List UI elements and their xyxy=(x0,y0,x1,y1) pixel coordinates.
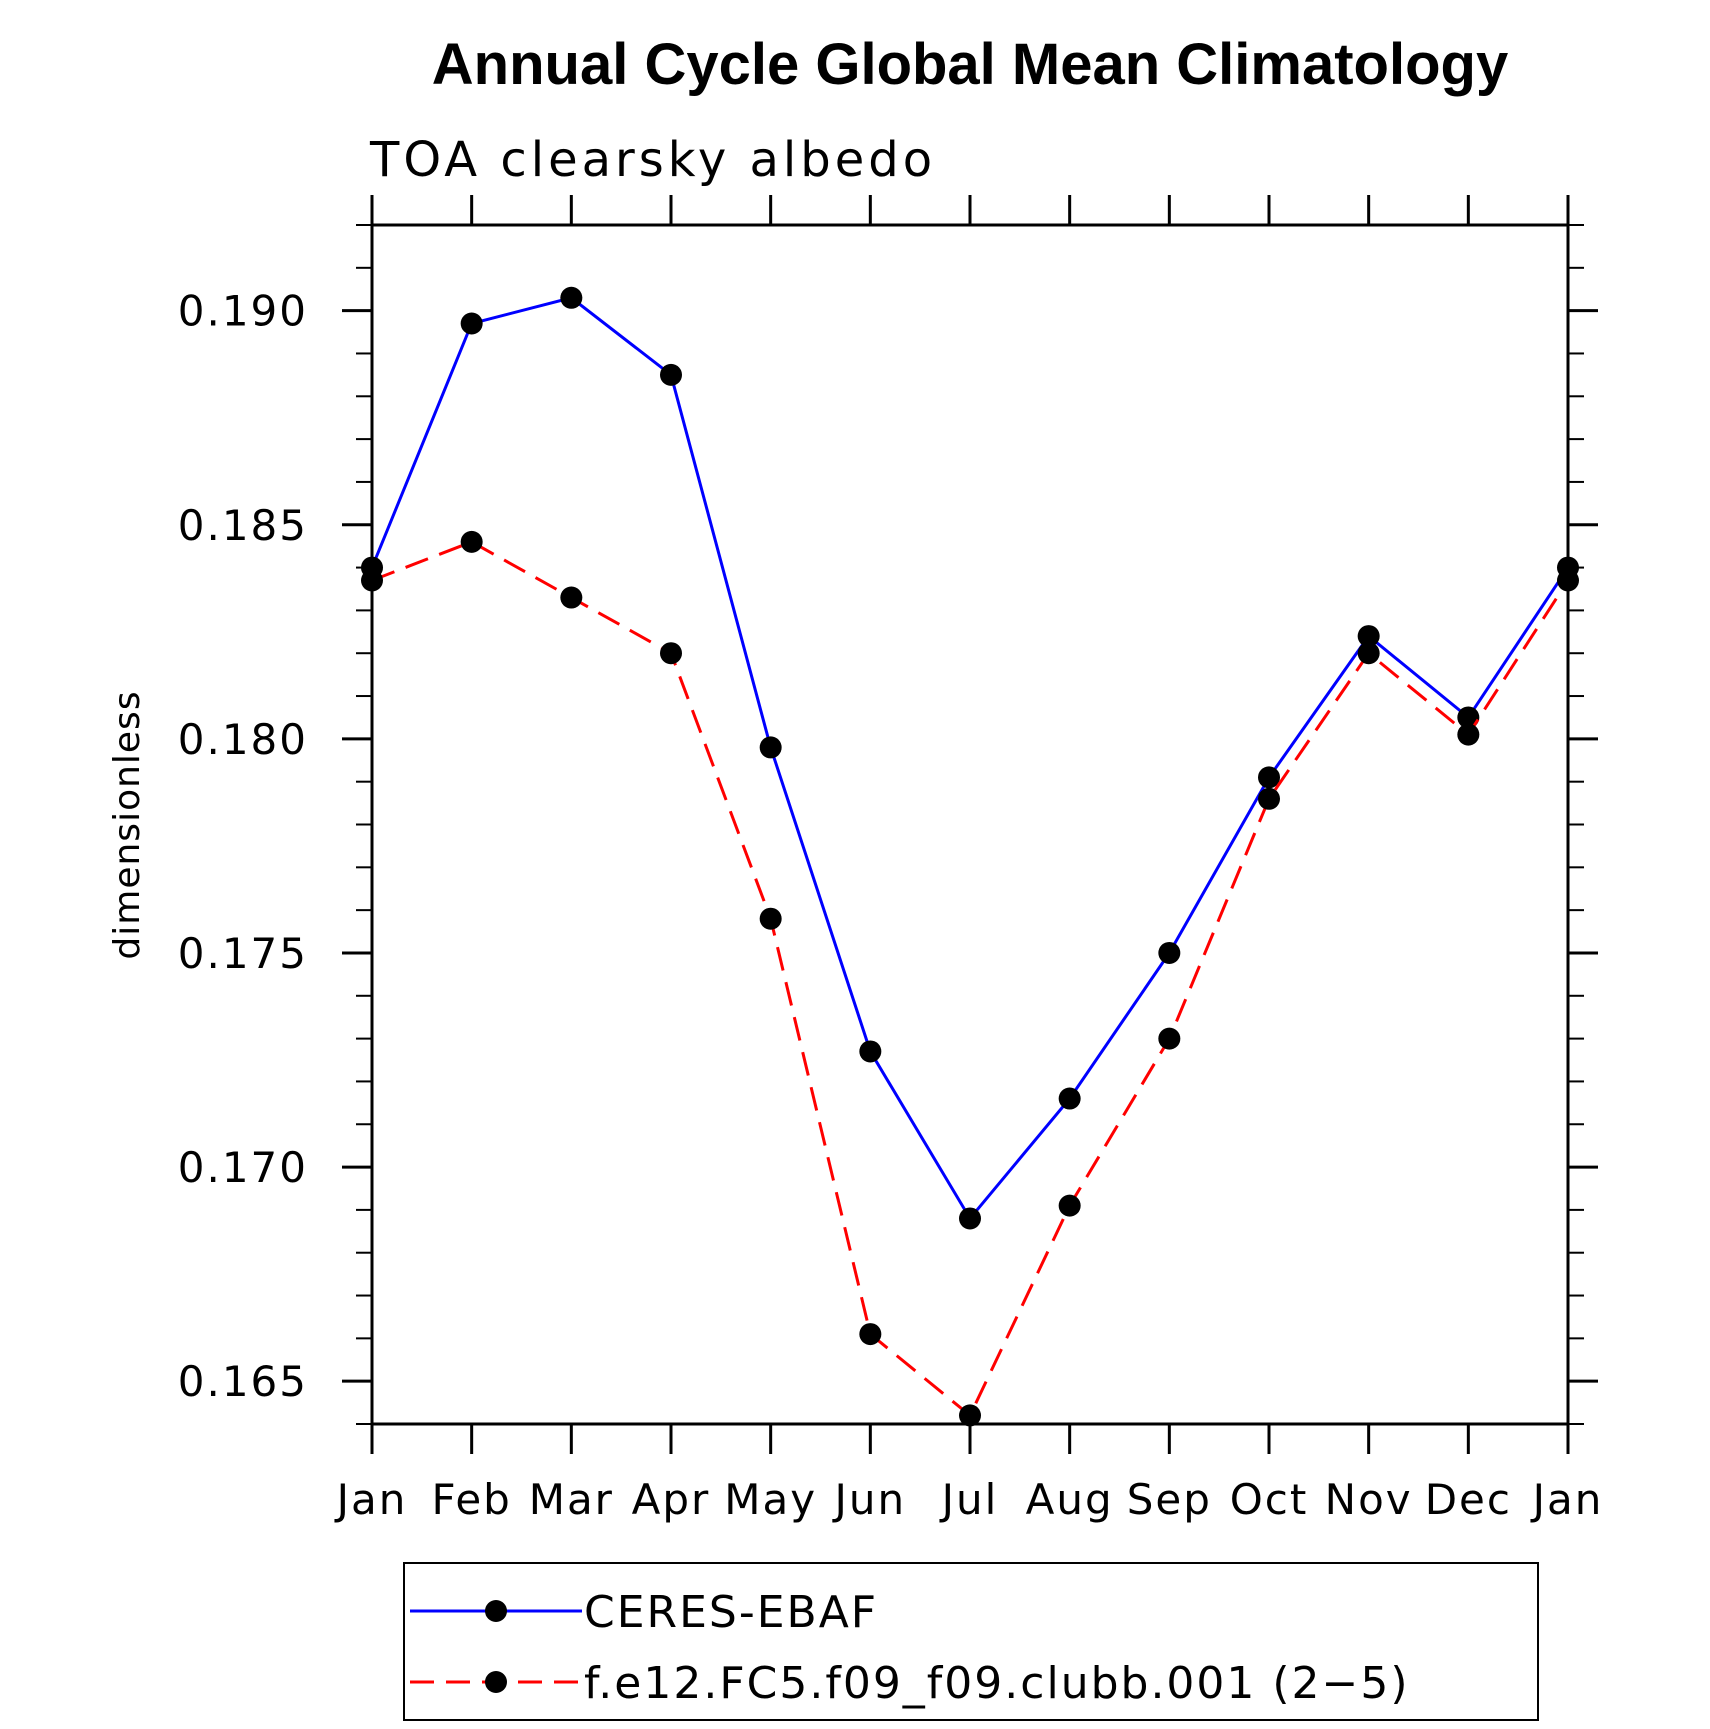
y-axis-label: dimensionless xyxy=(107,690,148,959)
legend-marker-1 xyxy=(485,1671,507,1693)
y-tick-label: 0.175 xyxy=(178,929,308,978)
data-point-0-4 xyxy=(759,736,782,759)
data-point-1-8 xyxy=(1158,1027,1181,1050)
data-point-0-2 xyxy=(560,286,583,309)
data-point-0-9 xyxy=(1258,766,1280,789)
x-tick-label: Apr xyxy=(632,1475,711,1524)
data-point-1-2 xyxy=(560,586,583,609)
chart-subtitle: TOA clearsky albedo xyxy=(369,132,936,188)
y-tick-label: 0.190 xyxy=(178,287,308,336)
legend-box xyxy=(403,1562,1539,1721)
series-line-0 xyxy=(370,296,1570,1222)
data-point-1-10 xyxy=(1357,642,1380,665)
data-point-0-5 xyxy=(859,1040,882,1063)
data-point-1-7 xyxy=(1058,1194,1081,1217)
legend: CERES-EBAF f.e12.FC5.f09_f09.clubb.001 (2… xyxy=(403,1562,1539,1721)
legend-label-1: f.e12.FC5.f09_f09.clubb.001 (2−5) xyxy=(584,1658,1410,1709)
data-point-1-4 xyxy=(759,907,782,930)
x-tick-label: Dec xyxy=(1425,1475,1512,1524)
data-point-1-0 xyxy=(361,569,383,592)
data-point-0-7 xyxy=(1058,1087,1081,1110)
y-tick-label: 0.185 xyxy=(178,501,308,550)
y-tick-label: 0.170 xyxy=(178,1143,308,1192)
legend-marker-0 xyxy=(485,1600,507,1622)
axes: Jan Feb Mar Apr May Jun Jul Aug Sep Oct Nov Dec Jan 0… xyxy=(178,195,1604,1524)
x-tick-label: Nov xyxy=(1325,1475,1413,1524)
series-line-1 xyxy=(371,540,1570,1418)
data-point-1-3 xyxy=(660,642,682,665)
data-point-0-11 xyxy=(1457,706,1480,729)
x-tick-label: Jul xyxy=(939,1475,999,1524)
x-tick-label: Oct xyxy=(1230,1475,1309,1524)
x-tick-label: Mar xyxy=(529,1475,614,1524)
data-point-0-6 xyxy=(959,1207,981,1230)
data-point-1-12 xyxy=(1557,569,1579,592)
chart-title: Annual Cycle Global Mean Climatology xyxy=(432,32,1508,97)
plot-frame xyxy=(370,223,1570,1426)
x-tick-label: Jun xyxy=(832,1475,907,1524)
series-layer xyxy=(361,286,1579,1427)
y-tick-label: 0.165 xyxy=(178,1357,308,1406)
x-tick-label: Jan xyxy=(334,1475,408,1524)
data-point-1-6 xyxy=(959,1404,981,1427)
x-tick-label: May xyxy=(724,1475,817,1524)
data-point-0-1 xyxy=(460,312,483,335)
data-point-1-1 xyxy=(460,530,483,553)
data-point-1-9 xyxy=(1258,787,1280,810)
legend-label-0: CERES-EBAF xyxy=(584,1587,878,1638)
data-point-1-11 xyxy=(1457,723,1480,746)
x-tick-label: Feb xyxy=(431,1475,511,1524)
x-tick-label: Aug xyxy=(1026,1475,1114,1524)
data-point-0-10 xyxy=(1357,625,1380,648)
x-tick-label: Sep xyxy=(1127,1475,1212,1524)
data-point-0-8 xyxy=(1158,941,1181,964)
y-tick-label: 0.180 xyxy=(178,715,308,764)
data-point-0-3 xyxy=(660,363,682,386)
data-point-1-5 xyxy=(859,1323,882,1346)
x-tick-label: Jan xyxy=(1530,1475,1604,1524)
